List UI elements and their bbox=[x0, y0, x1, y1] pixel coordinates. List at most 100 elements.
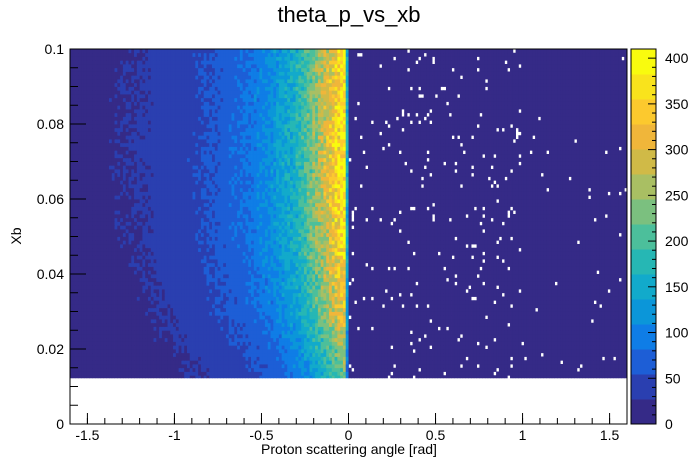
heatmap-cell bbox=[295, 349, 299, 354]
heatmap-cell bbox=[245, 296, 249, 301]
heatmap-cell bbox=[108, 375, 113, 379]
heatmap-cell bbox=[223, 285, 227, 290]
heatmap-cell bbox=[479, 341, 483, 346]
heatmap-cell bbox=[579, 341, 583, 346]
heatmap-cell bbox=[471, 360, 475, 365]
heatmap-cell bbox=[510, 292, 514, 297]
heatmap-cell bbox=[262, 311, 266, 316]
heatmap-cell bbox=[440, 375, 444, 379]
heatmap-cell bbox=[239, 307, 244, 312]
heatmap-cell bbox=[365, 375, 369, 379]
heatmap-cell bbox=[415, 289, 419, 294]
heatmap-cell bbox=[290, 349, 294, 354]
heatmap-cell bbox=[501, 315, 505, 320]
heatmap-cell bbox=[613, 326, 617, 331]
heatmap-cell bbox=[401, 352, 405, 357]
heatmap-cell bbox=[340, 315, 344, 320]
heatmap-cell bbox=[501, 375, 505, 379]
heatmap-cell bbox=[136, 349, 141, 354]
heatmap-cell bbox=[108, 330, 113, 335]
heatmap-cell bbox=[409, 375, 413, 379]
heatmap-cell bbox=[604, 364, 608, 369]
heatmap-cell bbox=[75, 352, 79, 357]
heatmap-cell bbox=[251, 315, 255, 320]
heatmap-cell bbox=[523, 285, 528, 290]
heatmap-cell bbox=[445, 322, 450, 327]
heatmap-cell bbox=[618, 292, 622, 297]
heatmap-cell bbox=[398, 326, 402, 331]
heatmap-cell bbox=[398, 375, 402, 379]
heatmap-cell bbox=[379, 326, 383, 331]
heatmap-cell bbox=[276, 315, 280, 320]
heatmap-cell bbox=[618, 330, 622, 335]
heatmap-cell bbox=[398, 371, 402, 376]
heatmap-cell bbox=[92, 345, 96, 350]
heatmap-cell bbox=[601, 345, 606, 350]
heatmap-cell bbox=[134, 364, 138, 369]
heatmap-cell bbox=[206, 307, 210, 312]
heatmap-cell bbox=[281, 364, 285, 369]
heatmap-cell bbox=[373, 322, 377, 327]
heatmap-cell bbox=[186, 326, 191, 331]
heatmap-cell bbox=[315, 375, 319, 379]
heatmap-cell bbox=[259, 341, 263, 346]
heatmap-cell bbox=[579, 352, 583, 357]
heatmap-cell bbox=[532, 285, 536, 290]
heatmap-cell bbox=[576, 311, 581, 316]
heatmap-cell bbox=[618, 285, 622, 290]
heatmap-cell bbox=[181, 360, 185, 365]
heatmap-cell bbox=[571, 311, 575, 316]
heatmap-cell bbox=[200, 334, 205, 339]
heatmap-cell bbox=[259, 315, 263, 320]
heatmap-cell bbox=[379, 349, 383, 354]
heatmap-cell bbox=[290, 326, 294, 331]
heatmap-cell bbox=[571, 356, 575, 361]
heatmap-cell bbox=[596, 367, 600, 372]
heatmap-cell bbox=[78, 345, 82, 350]
heatmap-cell bbox=[546, 352, 550, 357]
heatmap-cell bbox=[593, 337, 597, 342]
heatmap-cell bbox=[387, 289, 391, 294]
heatmap-cell bbox=[103, 311, 107, 316]
heatmap-cell bbox=[212, 360, 216, 365]
heatmap-cell bbox=[351, 292, 355, 297]
heatmap-cell bbox=[554, 285, 558, 290]
heatmap-cell bbox=[356, 367, 361, 372]
heatmap-cell bbox=[565, 315, 569, 320]
heatmap-cell bbox=[624, 360, 628, 365]
heatmap-cell bbox=[373, 334, 377, 339]
heatmap-cell bbox=[404, 285, 408, 290]
heatmap-cell bbox=[604, 349, 608, 354]
heatmap-cell bbox=[348, 330, 352, 335]
heatmap-cell bbox=[256, 371, 260, 376]
heatmap-cell bbox=[512, 322, 516, 327]
heatmap-cell bbox=[167, 315, 171, 320]
heatmap-cell bbox=[72, 319, 76, 324]
heatmap-cell bbox=[287, 315, 291, 320]
heatmap-cell bbox=[131, 352, 135, 357]
heatmap-cell bbox=[521, 375, 525, 379]
heatmap-cell bbox=[451, 337, 455, 342]
heatmap-cell bbox=[270, 300, 274, 305]
heatmap-cell bbox=[312, 349, 316, 354]
heatmap-cell bbox=[398, 322, 402, 327]
heatmap-cell bbox=[159, 319, 163, 324]
heatmap-cell bbox=[568, 315, 572, 320]
heatmap-cell bbox=[217, 322, 221, 327]
heatmap-cell bbox=[175, 337, 180, 342]
heatmap-cell bbox=[253, 304, 257, 309]
heatmap-cell bbox=[373, 330, 377, 335]
heatmap-cell bbox=[237, 315, 241, 320]
heatmap-cell bbox=[498, 337, 503, 342]
heatmap-cell bbox=[373, 360, 377, 365]
heatmap-cell bbox=[150, 334, 154, 339]
heatmap-cell bbox=[225, 296, 230, 301]
heatmap-cell bbox=[482, 371, 486, 376]
heatmap-cell bbox=[206, 322, 210, 327]
heatmap-cell bbox=[292, 296, 296, 301]
heatmap-cell bbox=[490, 345, 494, 350]
heatmap-cell bbox=[245, 289, 249, 294]
heatmap-cell bbox=[568, 360, 572, 365]
heatmap-cell bbox=[337, 315, 341, 320]
heatmap-cell bbox=[195, 375, 199, 379]
